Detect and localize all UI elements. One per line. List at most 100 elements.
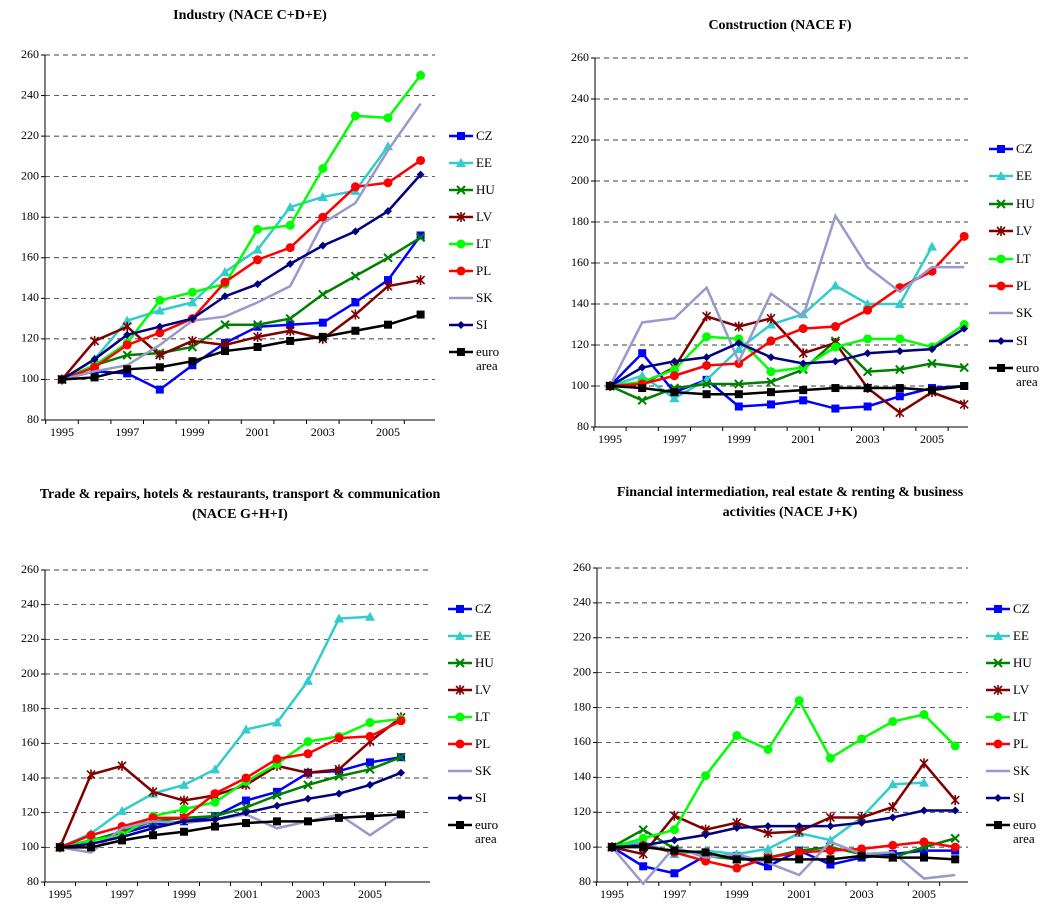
marker [455,685,465,695]
marker [350,271,361,281]
series-line [61,74,422,381]
marker [862,366,873,377]
marker [58,375,66,384]
legend-label: HU [1016,195,1035,211]
marker [117,760,127,771]
marker [188,314,197,323]
marker [928,345,936,354]
marker [888,717,898,727]
marker [383,281,393,292]
legend-item: HU [448,182,506,198]
legend-item: euro area [985,817,1043,846]
marker [253,280,262,289]
y-tick-label: 160 [21,250,39,264]
chart-title: Construction (NACE F) [708,18,852,33]
x-tick-label: 1997 [662,887,686,901]
marker [456,266,466,276]
marker [187,335,197,346]
marker [701,379,712,389]
y-tick-label: 100 [573,839,591,853]
marker [272,754,282,764]
legend-swatch [986,821,1010,829]
marker [830,322,840,332]
series-line [609,339,965,402]
marker [996,226,1006,237]
marker [887,779,898,789]
legend-item: CZ [988,141,1046,157]
marker [701,830,710,839]
y-tick-label: 120 [21,804,39,818]
legend-swatch [448,821,472,829]
marker [637,395,647,406]
marker [701,856,711,866]
legend-label: CZ [476,128,493,143]
legend-item: LT [988,251,1046,267]
marker [253,255,263,265]
legend-item: euro area [447,817,505,846]
marker [90,335,100,346]
marker [242,796,250,805]
legend-swatch [989,145,1013,153]
marker [318,164,328,174]
marker [895,392,904,401]
marker [831,404,840,413]
marker [960,382,969,390]
legend-swatch [448,685,472,695]
legend-item: PL [985,736,1043,752]
marker [669,393,680,403]
series-line [60,813,402,849]
legend-label: EE [475,628,491,643]
legend-item: SK [447,763,505,779]
series-line [612,845,956,861]
marker [670,869,679,878]
marker [318,241,327,250]
marker [123,330,132,339]
marker [457,348,465,356]
marker [317,191,328,201]
marker [303,675,313,685]
marker [732,855,741,864]
legend-swatch [989,199,1013,209]
legend-swatch [986,605,1010,613]
marker [366,758,374,767]
marker [187,297,198,307]
legend-label: EE [1013,628,1029,643]
marker [798,363,808,373]
marker [798,324,808,334]
marker [669,371,679,381]
series-line [61,173,422,381]
x-tick-label: 2003 [856,432,880,446]
series-line [609,351,965,410]
legend-label: euro area [475,817,499,846]
marker [831,357,840,366]
marker [335,789,343,798]
marker [826,860,835,869]
marker [86,830,96,840]
marker [397,810,405,819]
marker [303,767,313,778]
marker [456,794,464,802]
x-tick-label: 2001 [246,425,270,439]
marker [416,155,426,165]
legend-item: LV [988,223,1046,239]
marker [155,295,165,305]
series-line [61,234,422,392]
marker [383,113,393,123]
marker [396,716,406,726]
series-line [59,719,402,849]
marker [764,855,772,864]
marker [831,384,840,393]
marker [863,334,873,344]
legend-label: PL [1013,736,1029,751]
marker [996,281,1006,291]
marker [220,319,230,330]
marker [863,349,872,358]
legend-item: CZ [447,601,505,617]
marker [863,384,872,393]
marker [702,332,712,342]
marker [766,319,776,329]
marker [830,342,840,352]
x-tick-label: 2005 [358,887,382,901]
marker [639,862,648,871]
